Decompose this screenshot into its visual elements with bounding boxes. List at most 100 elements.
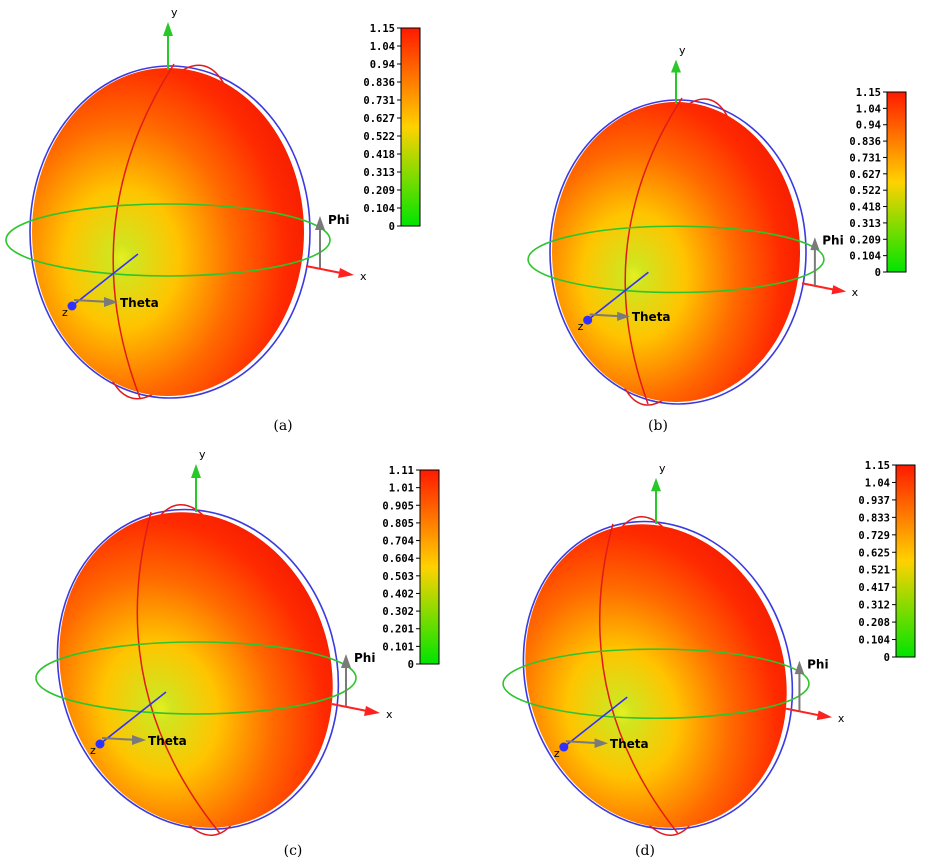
theta-axis-arrow: [617, 311, 630, 321]
colorbar: [419, 469, 440, 665]
colorbar-tick-label: 0.805: [382, 518, 414, 530]
y-axis-arrow: [671, 59, 681, 73]
colorbar-tick-label: 0.209: [849, 234, 881, 246]
colorbar-tick-label: 1.01: [389, 483, 414, 495]
colorbar-tick-label: 0.731: [363, 95, 395, 107]
colorbar-tick-label: 1.04: [865, 477, 890, 489]
colorbar-tick-label: 0.302: [382, 606, 414, 618]
colorbar-tick-label: 1.15: [856, 87, 881, 99]
phi-ring: [502, 648, 810, 720]
colorbar-tick-label: 0: [389, 221, 395, 233]
x-axis-label: x: [838, 712, 845, 725]
y-axis-label: y: [679, 44, 686, 57]
colorbar-tick-label: 0.704: [382, 536, 414, 548]
z-axis-line: [71, 253, 139, 307]
phi-axis-arrow: [315, 216, 325, 230]
colorbar-tick-label: 0: [875, 267, 881, 279]
colorbar-tick-label: 0.101: [382, 641, 414, 653]
theta-label: Theta: [632, 310, 671, 324]
x-axis-arrow: [816, 710, 833, 721]
colorbar-tick-label: 0.833: [858, 512, 890, 524]
colorbar-tick-label: 1.15: [865, 460, 890, 472]
phi-ring: [5, 203, 331, 277]
z-axis-tip: [67, 301, 77, 311]
panel-caption: (b): [648, 418, 668, 434]
radiation-surface: [59, 512, 333, 828]
outer-ring: [522, 520, 794, 831]
panel-c: y x Phi z Theta 1.11 1.01 0.905 0.805 0.704 0.604 0…: [35, 448, 440, 859]
colorbar-tick-label: 0.604: [382, 553, 414, 565]
outer-ring: [29, 65, 311, 399]
phi-ring: [527, 225, 825, 294]
theta-axis-arrow: [594, 738, 608, 748]
colorbar-tick-label: 0.905: [382, 500, 414, 512]
outer-ring: [56, 508, 340, 831]
z-axis-line: [587, 271, 649, 321]
colorbar-tick-label: 1.04: [856, 103, 881, 115]
phi-label: Phi: [822, 234, 843, 248]
z-axis-tip: [583, 315, 593, 325]
theta-axis-arrow: [104, 297, 118, 307]
y-axis-label: y: [199, 448, 206, 461]
phi-axis-arrow: [341, 654, 351, 668]
x-axis-arrow: [338, 268, 354, 278]
colorbar-tick-label: 0.201: [382, 624, 414, 636]
colorbar-tick-label: 0.313: [363, 167, 395, 179]
phi-axis-arrow: [810, 237, 820, 251]
radiation-surface: [552, 102, 800, 402]
phi-ring: [35, 641, 357, 715]
colorbar-tick-label: 0.418: [849, 202, 881, 214]
colorbar-tick-label: 0.503: [382, 571, 414, 583]
colorbar: [400, 27, 421, 227]
colorbar-tick-label: 0.521: [858, 565, 890, 577]
colorbar-tick-label: 0.522: [849, 185, 881, 197]
x-axis-label: x: [360, 270, 367, 283]
colorbar-tick-label: 0.625: [858, 547, 890, 559]
panel-a: y x Phi z Theta 1.15 1.04 0.94 0.836 0.731 0.627 0.…: [5, 6, 421, 434]
radiation-surface: [525, 524, 787, 828]
x-axis-arrow: [831, 285, 847, 295]
x-axis-label: x: [852, 286, 859, 299]
theta-axis-arrow: [132, 735, 146, 745]
colorbar-tick-label: 0.937: [858, 495, 890, 507]
y-axis-label: y: [659, 462, 666, 475]
z-axis-label: z: [90, 744, 96, 757]
colorbar-tick-label: 0.836: [363, 77, 395, 89]
colorbar-tick-label: 0.522: [363, 131, 395, 143]
theta-label: Theta: [120, 296, 159, 310]
x-axis-label: x: [386, 708, 393, 721]
colorbar-tick-label: 0.731: [849, 152, 881, 164]
panel-d: y x Phi z Theta 1.15 1.04 0.937 0.833 0.729 0.625 0…: [502, 460, 916, 859]
z-axis-label: z: [578, 320, 584, 333]
z-axis-label: z: [62, 306, 68, 319]
colorbar-tick-label: 0: [884, 652, 890, 664]
colorbar-tick-label: 0.104: [858, 635, 890, 647]
panel-caption: (d): [635, 843, 655, 859]
panel-caption: (a): [273, 418, 292, 434]
z-axis-line: [99, 691, 167, 745]
colorbar-tick-label: 0.209: [363, 185, 395, 197]
colorbar-tick-label: 0.836: [849, 136, 881, 148]
theta-label: Theta: [610, 737, 649, 751]
colorbar-tick-label: 0.312: [858, 600, 890, 612]
theta-ring-front: [599, 523, 679, 834]
colorbar-tick-label: 0.402: [382, 588, 414, 600]
panel-caption: (c): [284, 843, 303, 859]
phi-axis-arrow: [794, 660, 805, 675]
colorbar-tick-label: 1.15: [370, 23, 395, 35]
outer-ring: [549, 99, 807, 405]
z-axis-label: z: [554, 747, 560, 760]
y-axis-label: y: [171, 6, 178, 19]
z-axis-tip: [559, 742, 569, 752]
colorbar-tick-label: 1.04: [370, 41, 395, 53]
colorbar-tick-label: 0.104: [849, 251, 881, 263]
colorbar-tick-label: 0.313: [849, 218, 881, 230]
y-axis-arrow: [163, 22, 173, 36]
colorbar: [895, 464, 916, 658]
colorbar-tick-label: 1.11: [389, 465, 414, 477]
z-axis-line: [563, 696, 628, 748]
y-axis-arrow: [191, 464, 201, 478]
colorbar-tick-label: 0.94: [370, 59, 395, 71]
radiation-surface: [32, 68, 304, 396]
